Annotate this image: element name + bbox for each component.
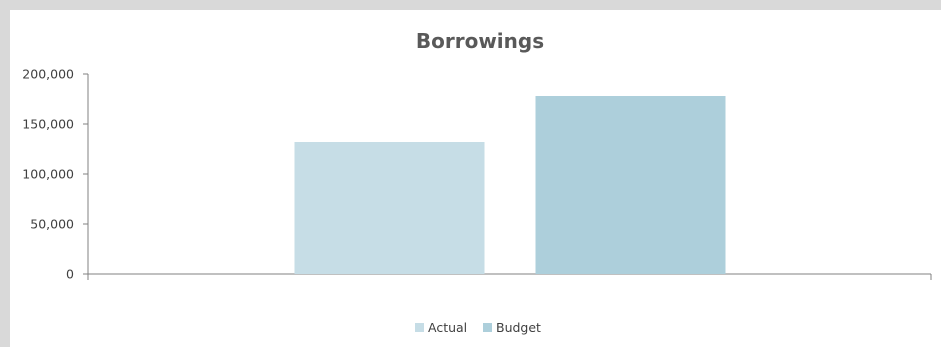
legend: Actual Budget: [415, 320, 541, 335]
x-axis: [83, 273, 932, 280]
y-tick-label: 50,000: [30, 217, 74, 232]
borrowings-chart: Borrowings 050,000100,000150,000200,000 …: [22, 29, 932, 335]
y-axis: 0 50,000 100,000 150,000 200,000: [22, 67, 89, 282]
y-tick-label: 200,000: [22, 67, 74, 82]
y-tick-label: 150,000: [22, 117, 74, 132]
legend-swatch-actual: [415, 323, 424, 332]
bars: [294, 96, 726, 274]
y-tick-label: 0: [66, 267, 74, 282]
chart-frame: Borrowings 0 50,000 100,000 150,000 200,000 …: [10, 10, 941, 347]
y-tick-label: 100,000: [22, 167, 74, 182]
legend-swatch-budget: [483, 323, 492, 332]
legend-label-actual: Actual: [428, 320, 467, 335]
bar-budget: [535, 96, 726, 274]
bar-actual: [294, 142, 485, 274]
chart-title: Borrowings: [416, 29, 544, 53]
legend-label-budget: Budget: [496, 320, 541, 335]
